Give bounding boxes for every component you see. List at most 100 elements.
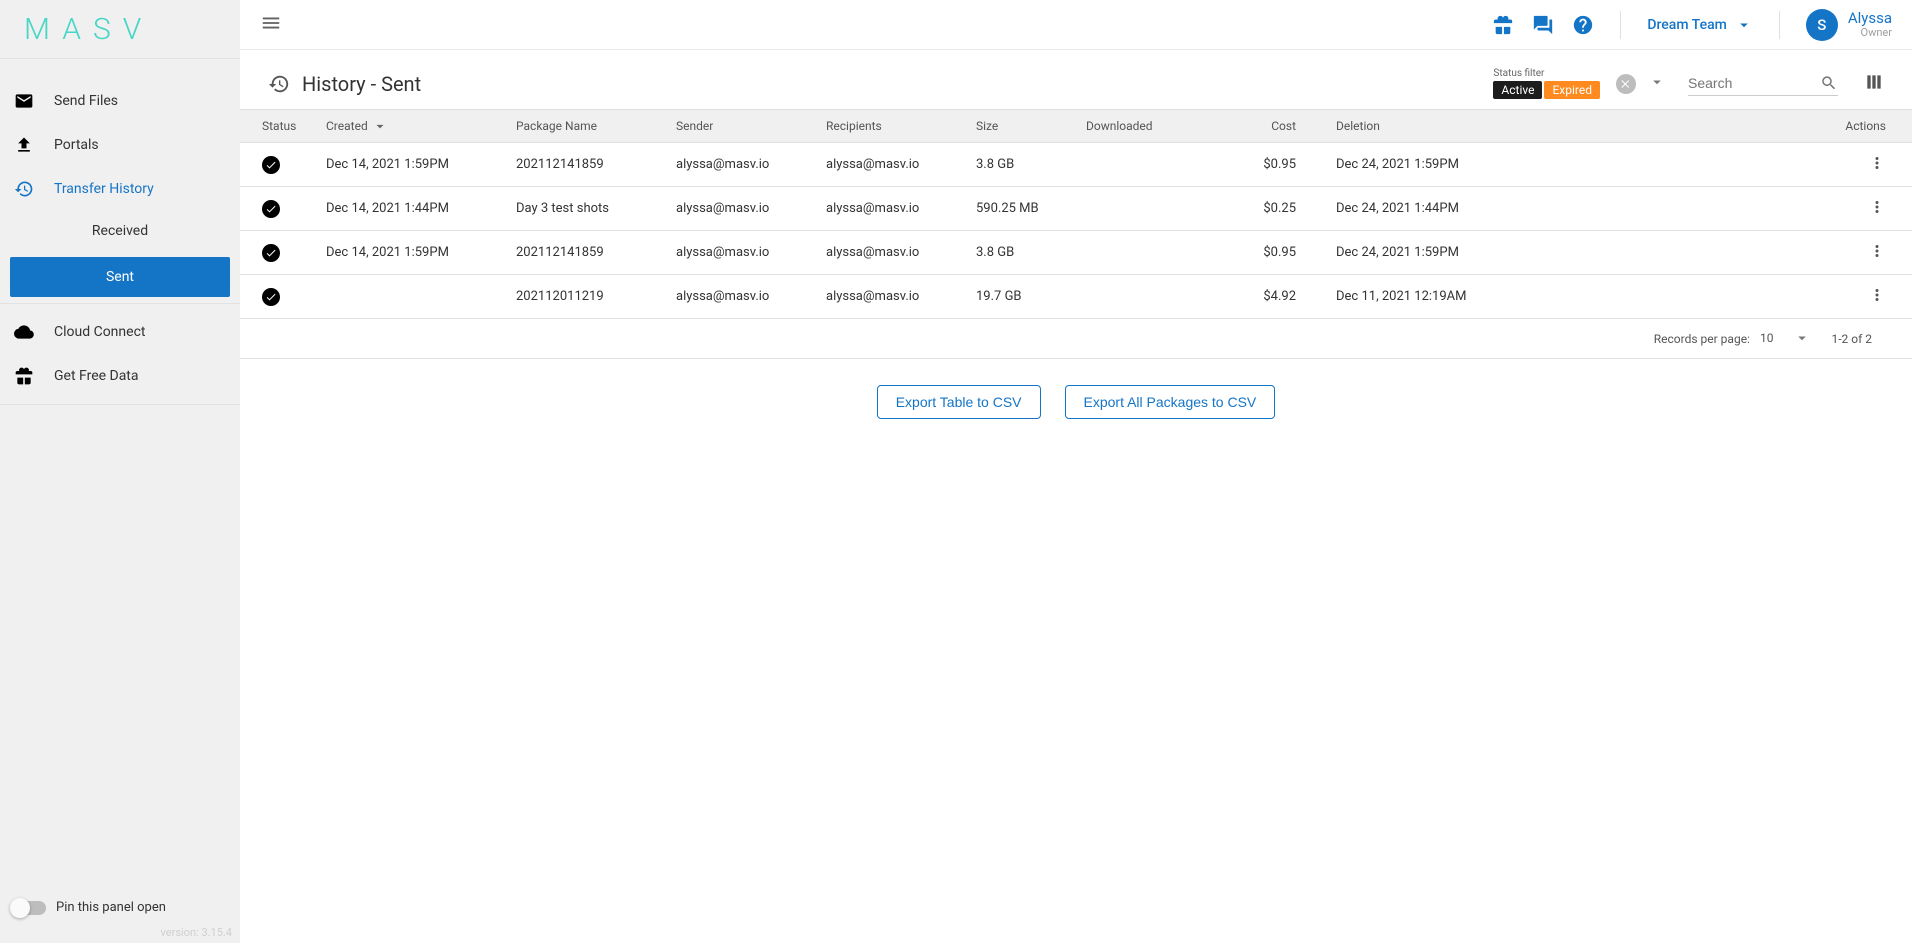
- row-menu-button[interactable]: [1868, 161, 1886, 176]
- records-per-page[interactable]: Records per page: 10: [1654, 329, 1812, 348]
- sidebar-sub-received[interactable]: Received: [10, 211, 230, 251]
- logo: MASV: [0, 0, 240, 58]
- sidebar-item-label: Transfer History: [54, 181, 154, 197]
- cell-created: Dec 14, 2021 1:44PM: [326, 201, 516, 216]
- avatar: S: [1806, 9, 1838, 41]
- row-menu-button[interactable]: [1868, 293, 1886, 308]
- col-package[interactable]: Package Name: [516, 119, 676, 133]
- table-row[interactable]: Dec 14, 2021 1:44PMDay 3 test shots alyss…: [240, 187, 1912, 231]
- close-icon: [1620, 78, 1632, 90]
- cell-size: 19.7 GB: [976, 289, 1086, 304]
- col-sender[interactable]: Sender: [676, 119, 826, 133]
- cell-cost: $0.95: [1226, 245, 1296, 260]
- cell-deletion: Dec 11, 2021 12:19AM: [1296, 289, 1486, 304]
- page-title: History - Sent: [302, 72, 421, 96]
- help-icon[interactable]: [1572, 14, 1594, 36]
- nav-sub: Received Sent: [0, 211, 240, 297]
- cell-created: Dec 14, 2021 1:59PM: [326, 245, 516, 260]
- chevron-down-icon: [1648, 73, 1666, 91]
- cell-recipients: alyssa@masv.io: [826, 245, 976, 260]
- table-row[interactable]: Dec 14, 2021 1:59PM202112141859alyssa@ma…: [240, 143, 1912, 187]
- history-icon: [268, 73, 290, 95]
- menu-toggle-button[interactable]: [260, 12, 282, 38]
- columns-button[interactable]: [1850, 72, 1884, 96]
- cell-deletion: Dec 24, 2021 1:59PM: [1296, 245, 1486, 260]
- search-input[interactable]: [1688, 71, 1820, 95]
- cell-created: Dec 14, 2021 1:59PM: [326, 157, 516, 172]
- col-recipients[interactable]: Recipients: [826, 119, 976, 133]
- user-menu[interactable]: S Alyssa Owner: [1806, 9, 1892, 41]
- pagination: Records per page: 10 1-2 of 2: [240, 319, 1912, 359]
- cell-size: 590.25 MB: [976, 201, 1086, 216]
- cell-recipients: alyssa@masv.io: [826, 157, 976, 172]
- chat-icon[interactable]: [1532, 14, 1554, 36]
- sidebar-sub-sent[interactable]: Sent: [10, 257, 230, 297]
- user-role: Owner: [1861, 27, 1892, 39]
- sidebar-item-portals[interactable]: Portals: [0, 123, 240, 167]
- status-chip-active[interactable]: Active: [1493, 81, 1542, 99]
- table-header: Status Created Package Name Sender Recip…: [240, 109, 1912, 143]
- divider: [1779, 11, 1780, 39]
- cell-actions: [1486, 286, 1896, 308]
- cell-actions: [1486, 198, 1896, 220]
- cell-sender: alyssa@masv.io: [676, 245, 826, 260]
- sidebar-item-send-files[interactable]: Send Files: [0, 79, 240, 123]
- sidebar-item-cloud-connect[interactable]: Cloud Connect: [0, 310, 240, 354]
- cell-size: 3.8 GB: [976, 245, 1086, 260]
- chevron-down-icon: [1735, 16, 1753, 34]
- cell-sender: alyssa@masv.io: [676, 289, 826, 304]
- hamburger-icon: [260, 12, 282, 34]
- cell-deletion: Dec 24, 2021 1:59PM: [1296, 157, 1486, 172]
- cell-actions: [1486, 154, 1896, 176]
- pin-panel-toggle[interactable]: Pin this panel open: [12, 900, 228, 915]
- status-filter: Status filter Active Expired: [1493, 68, 1600, 99]
- col-status[interactable]: Status: [256, 119, 326, 133]
- cell-package: 202112141859: [516, 245, 676, 260]
- cloud-icon: [14, 322, 34, 342]
- cell-actions: [1486, 242, 1896, 264]
- cell-package: Day 3 test shots: [516, 201, 676, 216]
- cell-recipients: alyssa@masv.io: [826, 201, 976, 216]
- search-field[interactable]: [1688, 71, 1838, 96]
- team-select[interactable]: Dream Team: [1647, 16, 1752, 34]
- gift-icon: [14, 366, 34, 386]
- nav: Send Files Portals Transfer History Rece…: [0, 58, 240, 304]
- clear-filter-button[interactable]: [1616, 74, 1636, 94]
- sidebar-item-get-free-data[interactable]: Get Free Data: [0, 354, 240, 398]
- export-all-button[interactable]: Export All Packages to CSV: [1065, 385, 1276, 419]
- row-menu-button[interactable]: [1868, 249, 1886, 264]
- export-table-button[interactable]: Export Table to CSV: [877, 385, 1041, 419]
- cell-deletion: Dec 24, 2021 1:44PM: [1296, 201, 1486, 216]
- cell-status: [256, 200, 326, 218]
- user-name: Alyssa: [1848, 10, 1892, 27]
- table-row[interactable]: Dec 14, 2021 1:59PM202112141859alyssa@ma…: [240, 231, 1912, 275]
- sidebar-item-transfer-history[interactable]: Transfer History: [0, 167, 240, 211]
- sidebar-item-label: Get Free Data: [54, 368, 139, 384]
- divider: [1620, 11, 1621, 39]
- cell-size: 3.8 GB: [976, 157, 1086, 172]
- switch-icon: [12, 901, 46, 915]
- status-filter-label: Status filter: [1493, 68, 1600, 79]
- status-complete-icon: [262, 200, 280, 218]
- col-size[interactable]: Size: [976, 119, 1086, 133]
- export-row: Export Table to CSV Export All Packages …: [240, 359, 1912, 445]
- col-downloaded[interactable]: Downloaded: [1086, 119, 1226, 133]
- sidebar-sub-label: Received: [92, 223, 148, 239]
- version-label: version: 3.15.4: [161, 926, 232, 939]
- topbar: Dream Team S Alyssa Owner: [240, 0, 1912, 50]
- status-chip-expired[interactable]: Expired: [1544, 81, 1600, 99]
- col-cost[interactable]: Cost: [1226, 119, 1296, 133]
- pin-panel-label: Pin this panel open: [56, 900, 166, 915]
- chevron-down-icon: [1793, 329, 1811, 347]
- transfers-table: Status Created Package Name Sender Recip…: [240, 109, 1912, 319]
- col-actions: Actions: [1486, 119, 1896, 133]
- row-menu-button[interactable]: [1868, 205, 1886, 220]
- col-created[interactable]: Created: [326, 119, 516, 134]
- cell-recipients: alyssa@masv.io: [826, 289, 976, 304]
- filter-dropdown[interactable]: [1648, 73, 1666, 95]
- search-icon: [1820, 73, 1838, 93]
- gift-icon[interactable]: [1492, 14, 1514, 36]
- nav-lower: Cloud Connect Get Free Data: [0, 304, 240, 405]
- col-deletion[interactable]: Deletion: [1296, 119, 1486, 133]
- table-row[interactable]: 202112011219alyssa@masv.ioalyssa@masv.io…: [240, 275, 1912, 319]
